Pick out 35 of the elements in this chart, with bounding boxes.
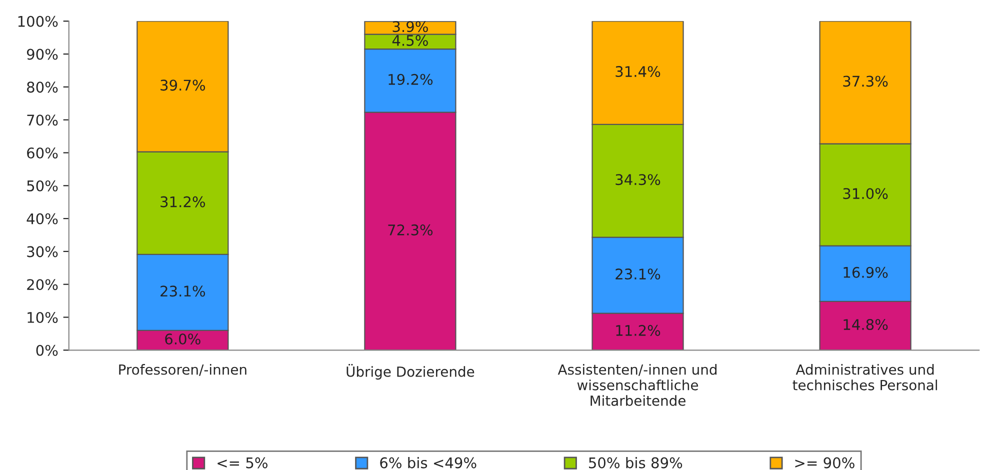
data-label: 14.8% [844,319,888,330]
x-tick-label: Professoren/-innen [119,364,246,376]
data-label: 72.3% [388,224,433,236]
data-label: 39.7% [160,80,206,91]
data-label: 31.0% [843,188,888,200]
y-tick-label: 90% [26,48,58,60]
x-tick-label: Administratives und technisches Personal [792,364,937,390]
data-label: 34.3% [616,174,660,186]
legend-label: <= 5% [218,457,268,468]
data-label: 11.2% [616,324,660,336]
y-tick-label: 20% [27,279,58,290]
data-label: 3.9% [392,21,428,32]
legend-label: 6% bis <49% [380,457,476,468]
y-tick-label: 80% [27,82,58,93]
data-label: 16.9% [844,266,888,278]
y-tick-label: 30% [27,246,58,258]
y-tick-label: 0% [36,344,58,356]
data-label: 37.3% [843,76,888,87]
legend-label: >= 90% [795,457,854,468]
y-tick-label: 50% [27,180,58,192]
data-label: 4.5% [392,34,428,46]
data-label: 6.0% [165,333,200,345]
y-tick-label: 60% [27,147,58,158]
data-label: 31.2% [160,196,206,208]
y-tick-label: 10% [28,312,58,323]
data-label: 31.4% [616,66,660,78]
data-label: 23.1% [616,268,660,280]
x-tick-label: Übrige Dozierende [346,364,474,380]
legend-label: 50% bis 89% [589,457,682,468]
data-label: 23.1% [160,286,206,297]
x-tick-label: Assistenten/-innen und wissenschaftliche Mitarbeitende [558,364,716,406]
data-label: 19.2% [388,74,433,85]
y-tick-label: 100% [18,16,58,27]
y-tick-label: 70% [27,114,58,126]
y-tick-label: 40% [26,213,58,224]
